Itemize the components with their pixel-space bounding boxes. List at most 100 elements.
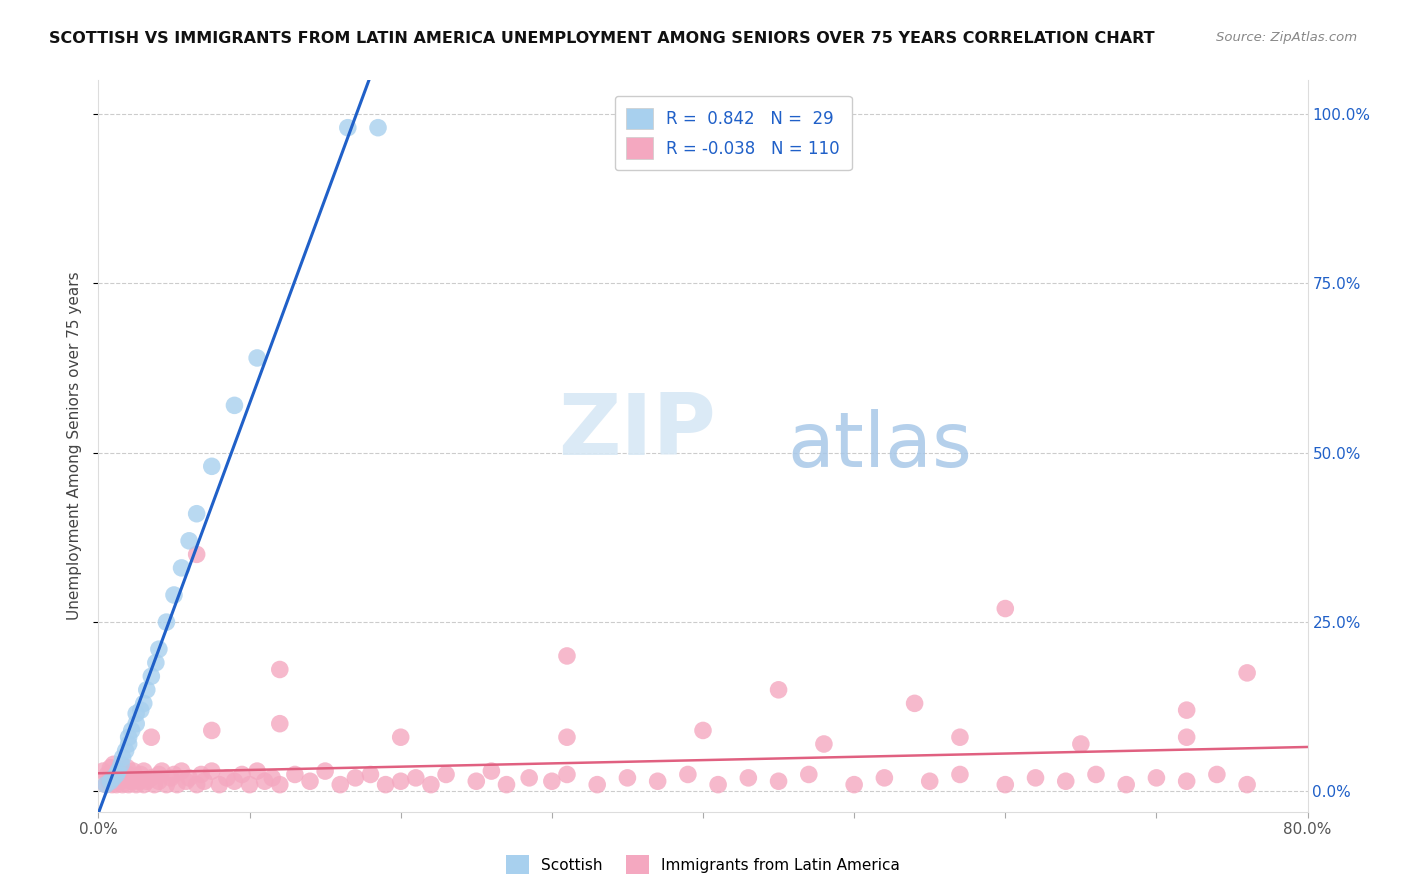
- Point: [179, 533, 201, 548]
- Point: [224, 398, 246, 412]
- Point: [844, 778, 866, 792]
- Point: [94, 778, 117, 792]
- Point: [269, 778, 291, 792]
- Y-axis label: Unemployment Among Seniors over 75 years: Unemployment Among Seniors over 75 years: [67, 272, 83, 620]
- Legend: Scottish, Immigrants from Latin America: Scottish, Immigrants from Latin America: [501, 849, 905, 880]
- Point: [253, 774, 276, 789]
- Point: [616, 771, 638, 785]
- Point: [118, 778, 141, 792]
- Point: [994, 601, 1017, 615]
- Point: [481, 764, 503, 778]
- Point: [121, 723, 143, 738]
- Text: SCOTTISH VS IMMIGRANTS FROM LATIN AMERICA UNEMPLOYMENT AMONG SENIORS OVER 75 YEA: SCOTTISH VS IMMIGRANTS FROM LATIN AMERIC…: [49, 31, 1154, 46]
- Point: [299, 774, 322, 789]
- Point: [949, 767, 972, 781]
- Point: [132, 697, 155, 711]
- Point: [105, 778, 128, 792]
- Point: [107, 764, 129, 778]
- Point: [367, 120, 389, 135]
- Point: [1175, 703, 1198, 717]
- Point: [1175, 730, 1198, 744]
- Point: [262, 771, 284, 785]
- Point: [105, 767, 128, 781]
- Point: [170, 561, 193, 575]
- Point: [239, 778, 262, 792]
- Point: [246, 764, 269, 778]
- Point: [201, 764, 224, 778]
- Text: Source: ZipAtlas.com: Source: ZipAtlas.com: [1216, 31, 1357, 45]
- Point: [96, 767, 118, 781]
- Point: [555, 648, 578, 663]
- Point: [246, 351, 269, 365]
- Point: [148, 642, 170, 657]
- Point: [186, 778, 208, 792]
- Point: [284, 767, 307, 781]
- Point: [100, 771, 122, 785]
- Point: [121, 774, 143, 789]
- Point: [707, 778, 730, 792]
- Point: [129, 703, 152, 717]
- Point: [135, 774, 157, 789]
- Point: [114, 771, 136, 785]
- Point: [163, 588, 186, 602]
- Point: [145, 656, 167, 670]
- Point: [148, 774, 170, 789]
- Point: [105, 767, 128, 781]
- Point: [873, 771, 896, 785]
- Point: [111, 750, 134, 764]
- Point: [100, 774, 122, 789]
- Point: [94, 778, 117, 792]
- Point: [125, 716, 148, 731]
- Point: [389, 730, 412, 744]
- Point: [1236, 665, 1258, 680]
- Point: [122, 764, 145, 778]
- Point: [949, 730, 972, 744]
- Point: [174, 774, 197, 789]
- Point: [101, 778, 124, 792]
- Point: [336, 120, 359, 135]
- Point: [125, 778, 148, 792]
- Point: [918, 774, 941, 789]
- Point: [994, 778, 1017, 792]
- Point: [103, 771, 125, 785]
- Point: [208, 778, 231, 792]
- Point: [193, 774, 215, 789]
- Point: [269, 663, 291, 677]
- Point: [148, 767, 170, 781]
- Point: [111, 778, 134, 792]
- Point: [405, 771, 427, 785]
- Point: [143, 778, 166, 792]
- Point: [1054, 774, 1077, 789]
- Point: [647, 774, 669, 789]
- Point: [374, 778, 396, 792]
- Point: [1024, 771, 1046, 785]
- Point: [110, 774, 132, 789]
- Point: [100, 761, 122, 775]
- Point: [676, 767, 699, 781]
- Point: [465, 774, 488, 789]
- Point: [132, 764, 155, 778]
- Point: [1236, 778, 1258, 792]
- Point: [186, 547, 208, 561]
- Point: [329, 778, 352, 792]
- Point: [314, 764, 336, 778]
- Point: [201, 723, 224, 738]
- Legend: R =  0.842   N =  29, R = -0.038   N = 110: R = 0.842 N = 29, R = -0.038 N = 110: [614, 96, 852, 170]
- Point: [215, 771, 238, 785]
- Point: [555, 730, 578, 744]
- Point: [129, 767, 152, 781]
- Point: [125, 771, 148, 785]
- Point: [118, 730, 141, 744]
- Point: [1085, 767, 1108, 781]
- Point: [231, 767, 253, 781]
- Point: [141, 771, 163, 785]
- Point: [904, 697, 927, 711]
- Point: [179, 771, 201, 785]
- Point: [1070, 737, 1092, 751]
- Point: [586, 778, 609, 792]
- Point: [98, 774, 121, 789]
- Point: [141, 730, 163, 744]
- Point: [107, 764, 129, 778]
- Point: [517, 771, 540, 785]
- Point: [166, 778, 188, 792]
